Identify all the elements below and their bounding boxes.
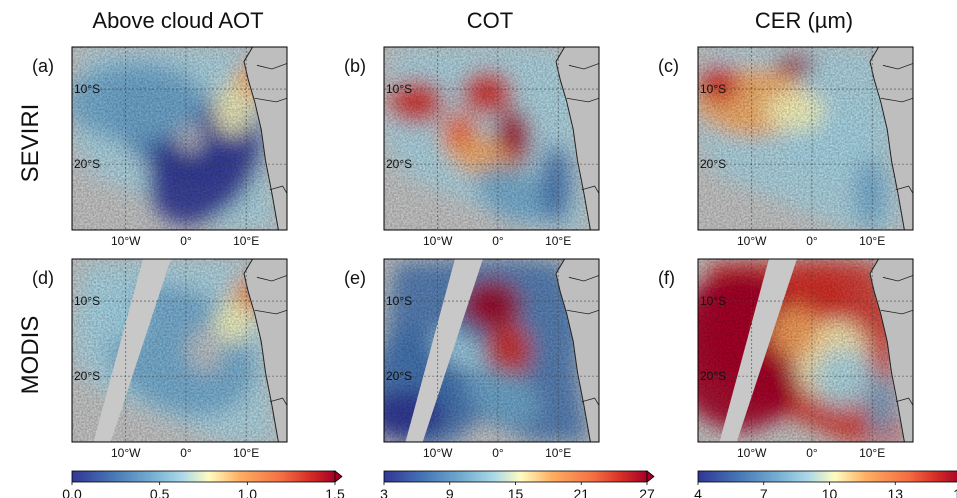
lon-tick-label: 10°E xyxy=(233,446,259,460)
panel-frame xyxy=(71,46,288,231)
lon-tick-label: 10°E xyxy=(859,234,885,248)
colorbar-tick-label: 21 xyxy=(573,486,589,498)
lon-tick-label: 0° xyxy=(492,234,504,248)
country-border xyxy=(256,275,287,282)
lat-tick-label: 10°S xyxy=(700,82,726,96)
colorbar-ramp xyxy=(697,470,957,483)
colorbar-tick-label: 27 xyxy=(639,486,655,498)
lon-tick-label: 0° xyxy=(180,446,192,460)
map-panel-c xyxy=(697,46,914,231)
country-border xyxy=(882,275,913,282)
land-africa xyxy=(869,47,913,230)
colorbar-tick-label: 3 xyxy=(380,486,388,498)
lat-tick-label: 10°S xyxy=(386,82,412,96)
colorbar-tick-label: 4 xyxy=(694,486,702,498)
panel-frame xyxy=(71,258,288,443)
lon-tick-label: 10°W xyxy=(737,234,767,248)
lon-tick-label: 10°E xyxy=(545,234,571,248)
colorbar-extend-arrow xyxy=(334,470,343,483)
colorbar-extend-arrow xyxy=(646,470,655,483)
colorbar-ramp xyxy=(71,470,336,483)
country-border xyxy=(568,275,599,282)
panel-frame xyxy=(697,46,914,231)
lat-tick-label: 20°S xyxy=(700,157,726,171)
lon-tick-label: 10°E xyxy=(859,446,885,460)
colorbar-tick-label: 15 xyxy=(508,486,524,498)
lon-tick-label: 0° xyxy=(492,446,504,460)
country-border xyxy=(880,97,913,103)
lat-tick-label: 20°S xyxy=(386,157,412,171)
colorbar-ramp xyxy=(383,470,648,483)
lat-tick-label: 10°S xyxy=(386,294,412,308)
country-border xyxy=(566,97,599,103)
country-border xyxy=(256,63,287,70)
lon-tick-label: 0° xyxy=(806,446,818,460)
lon-tick-label: 10°E xyxy=(233,234,259,248)
lat-tick-label: 10°S xyxy=(74,82,100,96)
swath-gap xyxy=(93,259,171,442)
panel-frame xyxy=(383,258,600,443)
map-panel-d xyxy=(71,258,288,443)
land-africa xyxy=(555,47,599,230)
lat-tick-label: 10°S xyxy=(700,294,726,308)
colorbar-tick-label: 10 xyxy=(822,486,838,498)
country-border xyxy=(880,309,913,315)
country-border xyxy=(269,397,287,406)
land-africa xyxy=(555,259,599,442)
swath-gap xyxy=(405,259,483,442)
country-border xyxy=(568,63,599,70)
lat-tick-label: 10°S xyxy=(74,294,100,308)
map-panel-e xyxy=(383,258,600,443)
colorbar-tick-label: 1.5 xyxy=(325,486,345,498)
swath-gap xyxy=(719,259,797,442)
lon-tick-label: 10°W xyxy=(423,234,453,248)
colorbar-tick-label: 13 xyxy=(887,486,903,498)
map-panel-a xyxy=(71,46,288,231)
colorbar-tick-label: 9 xyxy=(446,486,454,498)
colorbar-tick-label: 7 xyxy=(760,486,768,498)
colorbar-2: 3 9 15 21 27 xyxy=(380,470,655,498)
country-border xyxy=(581,185,599,194)
colorbar-tick-label: 1.0 xyxy=(238,486,258,498)
lat-tick-label: 20°S xyxy=(74,369,100,383)
lon-tick-label: 10°E xyxy=(545,446,571,460)
country-border xyxy=(254,309,287,315)
lon-tick-label: 10°W xyxy=(737,446,767,460)
country-border xyxy=(566,309,599,315)
lon-tick-label: 10°W xyxy=(111,234,141,248)
map-panel-f xyxy=(697,258,914,443)
country-border xyxy=(895,397,913,406)
lat-tick-label: 20°S xyxy=(386,369,412,383)
country-border xyxy=(581,397,599,406)
land-africa xyxy=(243,259,287,442)
country-border xyxy=(254,97,287,103)
map-panel-b xyxy=(383,46,600,231)
colorbar-tick-label: 0.5 xyxy=(150,486,170,498)
land-africa xyxy=(243,47,287,230)
lon-tick-label: 0° xyxy=(806,234,818,248)
colorbar-tick-label: 16 xyxy=(953,486,957,498)
country-border xyxy=(895,185,913,194)
lon-tick-label: 10°W xyxy=(423,446,453,460)
land-africa xyxy=(869,259,913,442)
panel-frame xyxy=(383,46,600,231)
lon-tick-label: 10°W xyxy=(111,446,141,460)
colorbar-3: 4 7 10 13 16 xyxy=(694,470,957,498)
country-border xyxy=(269,185,287,194)
colorbar-1: 0.0 0.5 1.0 1.5 xyxy=(62,470,345,498)
country-border xyxy=(882,63,913,70)
panel-frame xyxy=(697,258,914,443)
lat-tick-label: 20°S xyxy=(700,369,726,383)
lat-tick-label: 20°S xyxy=(74,157,100,171)
colorbar-tick-label: 0.0 xyxy=(62,486,82,498)
lon-tick-label: 0° xyxy=(180,234,192,248)
